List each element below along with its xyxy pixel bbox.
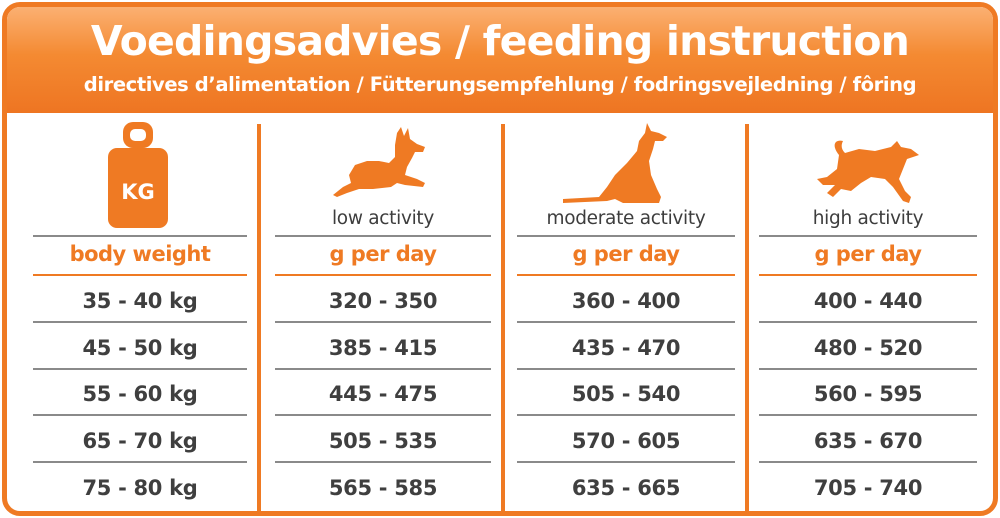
row-divider bbox=[517, 368, 735, 370]
column-header-rule bbox=[759, 274, 977, 276]
row-divider bbox=[33, 321, 247, 323]
page-title: Voedingsadvies / feeding instruction bbox=[90, 17, 910, 65]
table-cell: 635 - 670 bbox=[813, 429, 923, 453]
activity-label: high activity bbox=[812, 208, 924, 229]
table-cell: 565 - 585 bbox=[328, 476, 438, 500]
column-divider bbox=[745, 124, 749, 511]
column-low-activity: low activity g per day 320 - 350 385 - 4… bbox=[275, 7, 491, 511]
column-header: body weight bbox=[69, 242, 211, 266]
row-divider bbox=[275, 414, 491, 416]
column-body-weight: KG body weight 35 - 40 kg 45 - 50 kg 55 … bbox=[33, 7, 247, 511]
column-top-rule bbox=[33, 235, 247, 237]
activity-label: low activity bbox=[331, 208, 435, 229]
table-cell: 505 - 535 bbox=[328, 429, 438, 453]
table-cell: 705 - 740 bbox=[813, 476, 923, 500]
table-cell: 75 - 80 kg bbox=[82, 476, 198, 500]
sitting-dog-icon bbox=[563, 123, 667, 203]
column-header: g per day bbox=[572, 242, 680, 266]
column-header-rule bbox=[275, 274, 491, 276]
activity-label: moderate activity bbox=[546, 208, 706, 229]
table-cell: 55 - 60 kg bbox=[82, 382, 198, 406]
column-header: g per day bbox=[814, 242, 922, 266]
row-divider bbox=[33, 461, 247, 463]
table-cell: 560 - 595 bbox=[813, 382, 923, 406]
table-cell: 635 - 665 bbox=[571, 476, 681, 500]
table-cell: 480 - 520 bbox=[813, 336, 923, 360]
column-divider bbox=[501, 124, 505, 511]
page-subtitle: directives d’alimentation / Fütterungsem… bbox=[83, 73, 917, 96]
column-moderate-activity: moderate activity g per day 360 - 400 43… bbox=[517, 7, 735, 511]
weight-icon-label: KG bbox=[121, 180, 155, 204]
row-divider bbox=[275, 368, 491, 370]
weight-kg-icon: KG bbox=[108, 122, 168, 228]
header-banner: Voedingsadvies / feeding instruction dir… bbox=[7, 7, 993, 113]
table-cell: 570 - 605 bbox=[571, 429, 681, 453]
row-divider bbox=[517, 321, 735, 323]
row-divider bbox=[33, 368, 247, 370]
running-dog-icon bbox=[817, 140, 919, 203]
table-cell: 505 - 540 bbox=[571, 382, 681, 406]
column-top-rule bbox=[275, 235, 491, 237]
table-cell: 435 - 470 bbox=[571, 336, 681, 360]
column-icon-area bbox=[275, 115, 491, 235]
table-cell: 445 - 475 bbox=[328, 382, 438, 406]
column-top-rule bbox=[517, 235, 735, 237]
table-cell: 320 - 350 bbox=[328, 289, 438, 313]
column-icon-area bbox=[517, 115, 735, 235]
table-cell: 45 - 50 kg bbox=[82, 336, 198, 360]
row-divider bbox=[517, 414, 735, 416]
row-divider bbox=[517, 461, 735, 463]
column-header-rule bbox=[517, 274, 735, 276]
row-divider bbox=[759, 321, 977, 323]
table-cell: 400 - 440 bbox=[813, 289, 923, 313]
table-cell: 35 - 40 kg bbox=[82, 289, 198, 313]
column-divider bbox=[257, 124, 261, 511]
row-divider bbox=[275, 461, 491, 463]
column-header-rule bbox=[33, 274, 247, 276]
column-header: g per day bbox=[329, 242, 437, 266]
table-cell: 360 - 400 bbox=[571, 289, 681, 313]
column-icon-area bbox=[759, 115, 977, 235]
column-high-activity: high activity g per day 400 - 440 480 - … bbox=[759, 7, 977, 511]
table-cell: 65 - 70 kg bbox=[82, 429, 198, 453]
row-divider bbox=[759, 414, 977, 416]
column-top-rule bbox=[759, 235, 977, 237]
row-divider bbox=[275, 321, 491, 323]
row-divider bbox=[759, 368, 977, 370]
lying-dog-icon bbox=[333, 127, 425, 197]
column-icon-area: KG bbox=[33, 115, 247, 235]
table-cell: 385 - 415 bbox=[328, 336, 438, 360]
row-divider bbox=[33, 414, 247, 416]
row-divider bbox=[759, 461, 977, 463]
